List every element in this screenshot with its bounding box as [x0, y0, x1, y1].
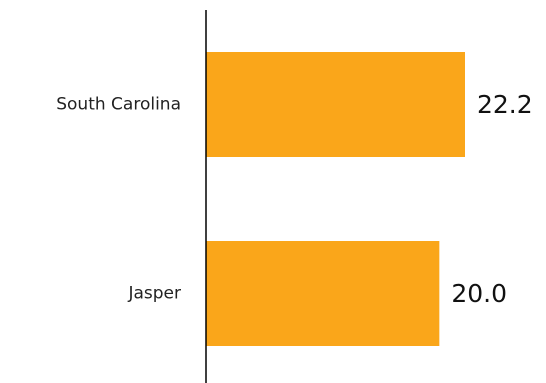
value-label: 22.2	[477, 90, 533, 119]
bar-south-carolina	[206, 52, 465, 157]
category-label: Jasper	[127, 284, 181, 304]
value-label: 20.0	[451, 279, 507, 308]
bars-group	[206, 52, 465, 346]
category-label: South Carolina	[56, 95, 181, 115]
value-labels-group: 22.2 20.0	[451, 90, 532, 308]
bar-jasper	[206, 241, 440, 346]
category-labels-group: South Carolina Jasper	[56, 95, 181, 304]
